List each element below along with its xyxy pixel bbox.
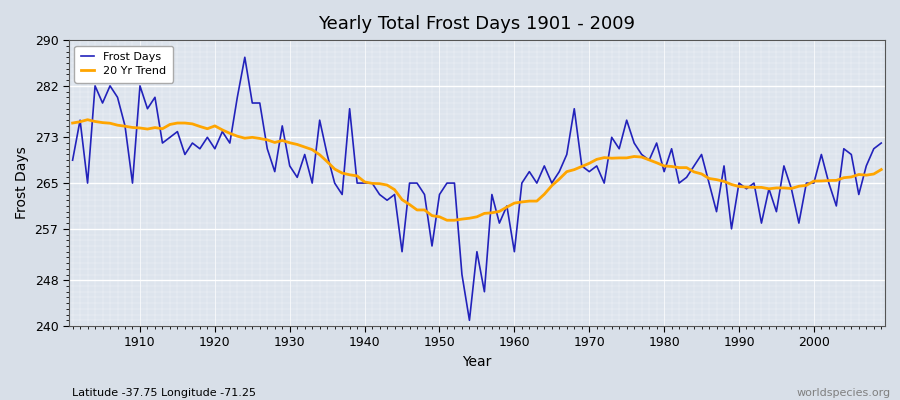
20 Yr Trend xyxy=(300,145,310,150)
Frost Days xyxy=(300,152,310,157)
20 Yr Trend xyxy=(68,121,78,126)
Legend: Frost Days, 20 Yr Trend: Frost Days, 20 Yr Trend xyxy=(75,46,173,82)
Frost Days xyxy=(239,55,250,60)
Frost Days xyxy=(464,318,475,323)
20 Yr Trend xyxy=(344,172,355,177)
Y-axis label: Frost Days: Frost Days xyxy=(15,147,29,220)
Line: Frost Days: Frost Days xyxy=(73,57,881,320)
Line: 20 Yr Trend: 20 Yr Trend xyxy=(73,120,881,220)
Frost Days xyxy=(524,169,535,174)
Title: Yearly Total Frost Days 1901 - 2009: Yearly Total Frost Days 1901 - 2009 xyxy=(319,15,635,33)
Frost Days xyxy=(614,146,625,151)
Frost Days xyxy=(68,158,78,162)
Frost Days xyxy=(517,181,527,186)
Frost Days xyxy=(344,106,355,111)
20 Yr Trend xyxy=(82,117,93,122)
20 Yr Trend xyxy=(614,156,625,160)
X-axis label: Year: Year xyxy=(463,355,491,369)
20 Yr Trend xyxy=(442,218,453,223)
20 Yr Trend xyxy=(876,167,886,172)
Text: worldspecies.org: worldspecies.org xyxy=(796,388,891,398)
Frost Days xyxy=(876,141,886,146)
20 Yr Trend xyxy=(517,200,527,204)
20 Yr Trend xyxy=(135,126,146,130)
Text: Latitude -37.75 Longitude -71.25: Latitude -37.75 Longitude -71.25 xyxy=(72,388,256,398)
20 Yr Trend xyxy=(524,199,535,204)
Frost Days xyxy=(127,181,138,186)
